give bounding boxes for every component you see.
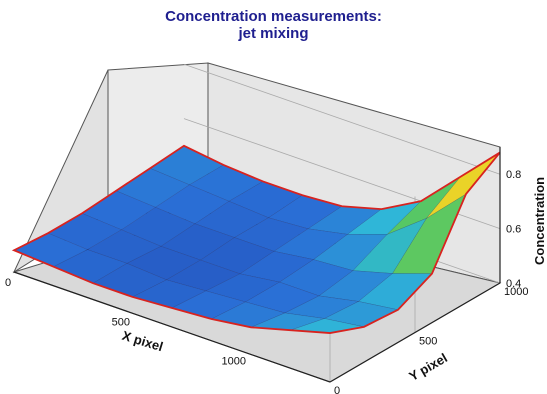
z-tick-label: 0.8 bbox=[506, 169, 521, 181]
chart-title: Concentration measurements: bbox=[165, 8, 382, 25]
x-tick-label: 1000 bbox=[221, 356, 245, 368]
y-tick-label: 1000 bbox=[504, 286, 528, 298]
y-tick-label: 0 bbox=[334, 385, 340, 394]
z-axis-label: Concentration bbox=[532, 177, 547, 265]
x-axis-label: X pixel bbox=[120, 328, 164, 355]
x-tick-label: 0 bbox=[5, 277, 11, 289]
concentration-surface bbox=[13, 145, 501, 334]
z-tick-label: 0.4 bbox=[506, 278, 521, 290]
x-tick-label: 500 bbox=[112, 316, 130, 328]
chart-subtitle: jet mixing bbox=[238, 25, 309, 42]
grid-line-z bbox=[183, 63, 501, 175]
y-tick-label: 500 bbox=[419, 336, 437, 348]
y-axis-line bbox=[329, 282, 501, 383]
axes bbox=[13, 147, 501, 383]
x-axis-line bbox=[13, 271, 331, 383]
z-tick-label: 0.6 bbox=[506, 224, 521, 236]
y-axis-label: Y pixel bbox=[406, 350, 450, 384]
